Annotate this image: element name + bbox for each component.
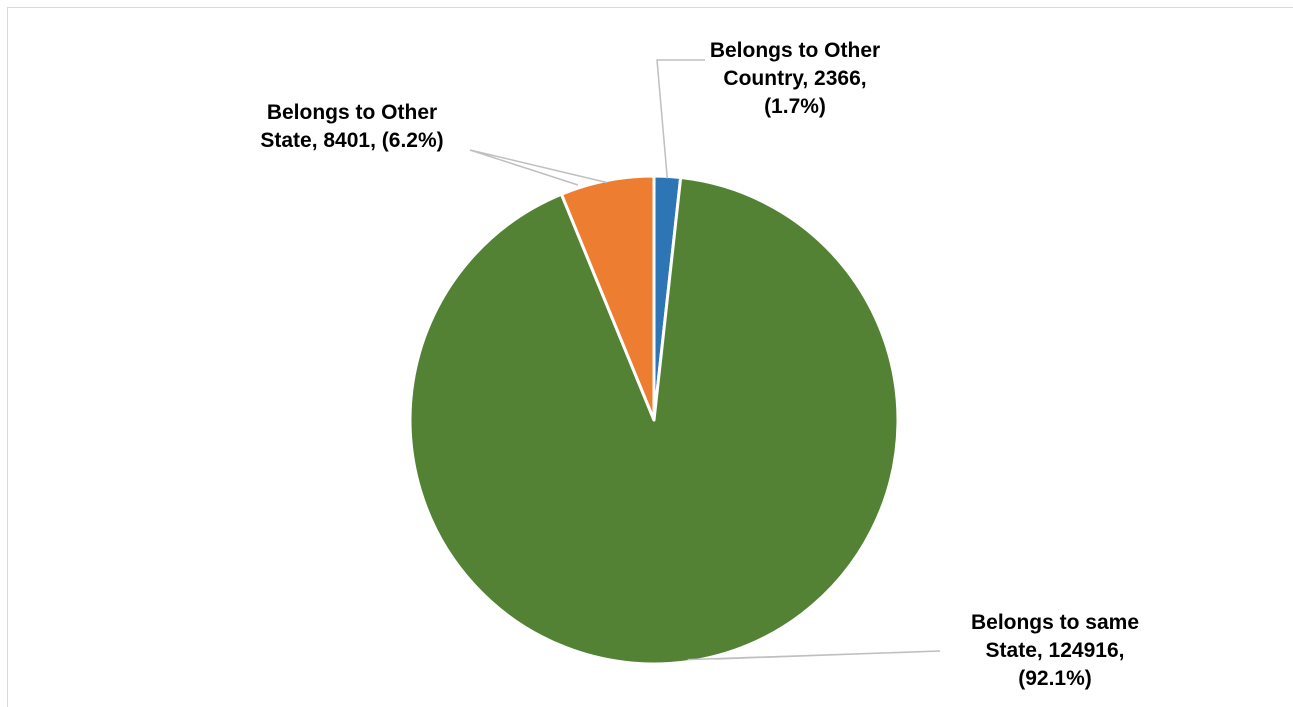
label-line: State, 124916,	[985, 639, 1125, 662]
label-line: Belongs to same	[970, 611, 1140, 634]
label-line: State, 8401, (6.2%)	[260, 129, 444, 152]
leader-line	[469, 149, 608, 186]
data-label-other-state: Belongs to Other State, 8401, (6.2%)	[222, 99, 482, 155]
data-label-other-country: Belongs to Other Country, 2366, (1.7%)	[660, 37, 930, 121]
label-line: (92.1%)	[1018, 667, 1092, 690]
leader-line	[687, 650, 941, 661]
pie-slice-belongs-to-other-state	[559, 174, 656, 422]
label-line: Belongs to Other	[266, 101, 438, 124]
label-line: Country, 2366,	[723, 67, 867, 90]
leader-line	[656, 59, 705, 179]
data-label-same-state: Belongs to same State, 124916, (92.1%)	[925, 609, 1185, 693]
chart-area	[7, 7, 1293, 707]
label-line: Belongs to Other	[709, 39, 881, 62]
label-line: (1.7%)	[764, 95, 826, 118]
